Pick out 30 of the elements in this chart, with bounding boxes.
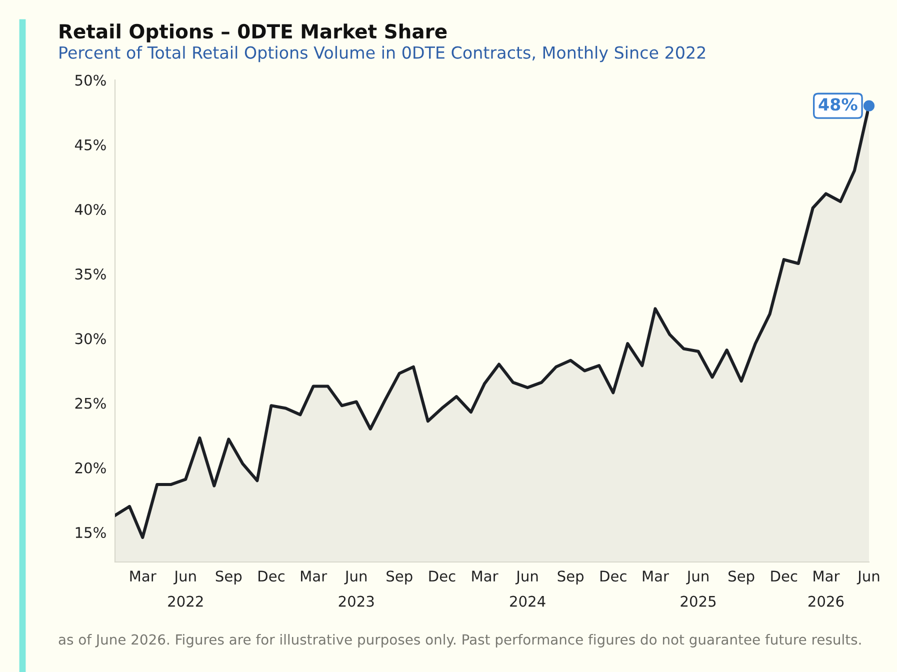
x-tick-label: Jun 2023 [338,570,374,607]
y-tick-label: 45% [74,139,106,150]
x-tick-label: Sep [216,570,242,584]
x-tick-label: Sep [386,570,412,584]
text: as of June 2026. Figures are for illustrative purposes only. Past performance figures do not guarantee future results. [58,634,861,648]
chart-title: Retail Options – 0DTE Market Share [60,24,447,42]
chart-subtitle: Percent of Total Retail Options Volume in 0DTE Contracts, Monthly Since 2022 [60,46,706,62]
y-tick-label: 30% [75,333,106,344]
data-label: 48% [818,98,858,111]
y-tick-label: 50% [75,74,106,86]
x-tick-label: Jun [856,570,880,584]
x-tick-label: Dec [600,570,626,582]
x-tick-label: Dec [258,570,284,582]
y-tick-label: 20% [75,462,106,474]
x-tick-label: Mar [472,570,498,582]
y-tick-label: 15% [76,526,106,538]
x-tick-label: Jun 2022 [168,570,203,607]
x-tick-label: Sep [558,570,584,584]
x-tick-label: Mar [300,570,328,582]
x-tick-label: Sep [728,570,754,584]
x-tick-label: Mar [130,570,156,582]
x-tick-label: Jun 2024 [510,570,546,607]
y-tick-label: 25% [75,398,106,409]
x-tick-label: Mar [642,570,669,582]
x-tick-label: Mar 2026 [808,570,844,607]
y-tick-label: 40% [74,204,106,215]
x-tick-label: Dec [429,570,456,582]
y-tick-label: 35% [75,268,106,280]
x-tick-label: Dec [771,570,798,582]
x-tick-label: Jun 2025 [680,570,716,607]
